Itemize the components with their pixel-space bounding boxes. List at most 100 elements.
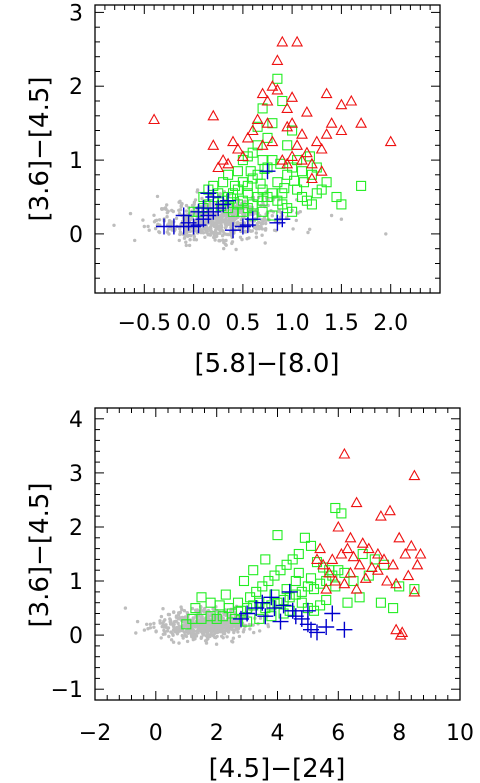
triangle-point	[305, 172, 318, 184]
square-point	[299, 532, 310, 543]
gray-point	[234, 247, 238, 252]
gray-point	[189, 217, 194, 221]
bottom-plot-frame	[94, 407, 461, 701]
gray-point	[165, 215, 169, 219]
plus-point	[324, 605, 341, 622]
triangle-point	[402, 569, 415, 581]
triangle-point	[314, 542, 327, 554]
triangle-point	[326, 553, 339, 564]
gray-point	[206, 628, 210, 633]
plus-point	[309, 624, 325, 641]
plus-point	[254, 594, 271, 611]
x-tick-label: 0.0	[176, 311, 211, 336]
gray-point	[215, 231, 220, 236]
square-point	[181, 619, 192, 630]
gray-point	[112, 223, 116, 227]
triangle-point	[286, 91, 299, 102]
x-tick-label: 0	[149, 721, 163, 746]
square-point	[336, 199, 347, 210]
gray-point	[123, 606, 128, 610]
triangle-point	[291, 139, 304, 150]
triangle-point	[231, 142, 244, 154]
square-point	[257, 206, 268, 217]
square-point	[296, 597, 307, 608]
x-tick-label: 10	[446, 721, 474, 746]
triangle-point	[338, 447, 351, 459]
y-tick-label: 2	[69, 75, 83, 100]
gray-point	[169, 638, 174, 642]
triangle-point	[251, 113, 264, 125]
gray-point	[264, 221, 268, 226]
gray-point	[128, 211, 133, 216]
plus-point	[318, 619, 335, 635]
plus-point	[281, 583, 298, 600]
triangle-point	[399, 547, 412, 559]
gray-point	[221, 621, 225, 625]
triangle-point	[365, 561, 378, 573]
gray-point	[159, 614, 164, 619]
triangle-point	[332, 520, 345, 532]
triangle-point	[286, 150, 299, 161]
gray-point	[165, 629, 170, 633]
gray-point	[329, 213, 334, 218]
triangle-point	[212, 161, 225, 173]
gray-point	[220, 234, 225, 238]
square-point	[205, 597, 216, 608]
gray-point	[236, 220, 240, 224]
square-point	[409, 584, 420, 595]
gray-point	[184, 203, 189, 208]
triangle-point	[341, 542, 354, 554]
gray-point	[247, 622, 252, 627]
triangle-point	[378, 553, 390, 564]
gray-point	[161, 607, 165, 611]
gray-point	[185, 639, 190, 644]
square-point	[220, 589, 231, 600]
gray-point	[218, 228, 222, 232]
gray-point	[183, 216, 188, 220]
square-point	[223, 169, 234, 180]
square-point	[375, 597, 386, 608]
gray-point	[181, 636, 185, 640]
triangle-point	[355, 117, 368, 128]
gray-point	[308, 227, 312, 231]
gray-point	[263, 241, 267, 245]
gray-point	[242, 200, 246, 204]
gray-point	[134, 631, 138, 635]
gray-point	[185, 231, 189, 235]
square-point	[263, 575, 274, 587]
square-point	[275, 565, 286, 576]
square-point	[293, 548, 304, 560]
gray-point	[190, 631, 194, 635]
square-point	[290, 575, 301, 587]
gray-point	[213, 628, 217, 633]
triangle-point	[390, 577, 403, 589]
triangle-point	[345, 94, 358, 106]
top-y-axis-label: [3.6]−[4.5]	[25, 76, 55, 221]
square-point	[232, 166, 243, 177]
gray-point	[245, 237, 249, 241]
top-x-axis-label: [5.8]−[8.0]	[194, 349, 339, 379]
gray-point	[187, 243, 192, 248]
square-point	[245, 592, 256, 603]
gray-point	[230, 628, 235, 632]
triangle-point	[335, 124, 348, 136]
gray-point	[182, 623, 186, 628]
square-point	[262, 132, 273, 143]
square-point	[211, 613, 222, 624]
gray-point	[230, 618, 235, 623]
gray-point	[264, 227, 268, 231]
gray-point	[207, 624, 212, 628]
square-point	[260, 554, 271, 565]
bottom-axis-ticks: −2 0 2 4 6 8 10 −1 0 1 2 3 4	[51, 407, 474, 746]
bottom-data-marks	[123, 447, 427, 646]
gray-point	[258, 629, 262, 633]
triangle-point	[347, 550, 360, 562]
gray-point	[202, 227, 206, 231]
gray-point	[208, 203, 212, 208]
gray-point	[213, 223, 217, 228]
gray-point	[219, 220, 223, 224]
plus-point	[266, 600, 283, 617]
x-tick-label: 8	[392, 721, 406, 746]
triangle-point	[300, 146, 313, 158]
